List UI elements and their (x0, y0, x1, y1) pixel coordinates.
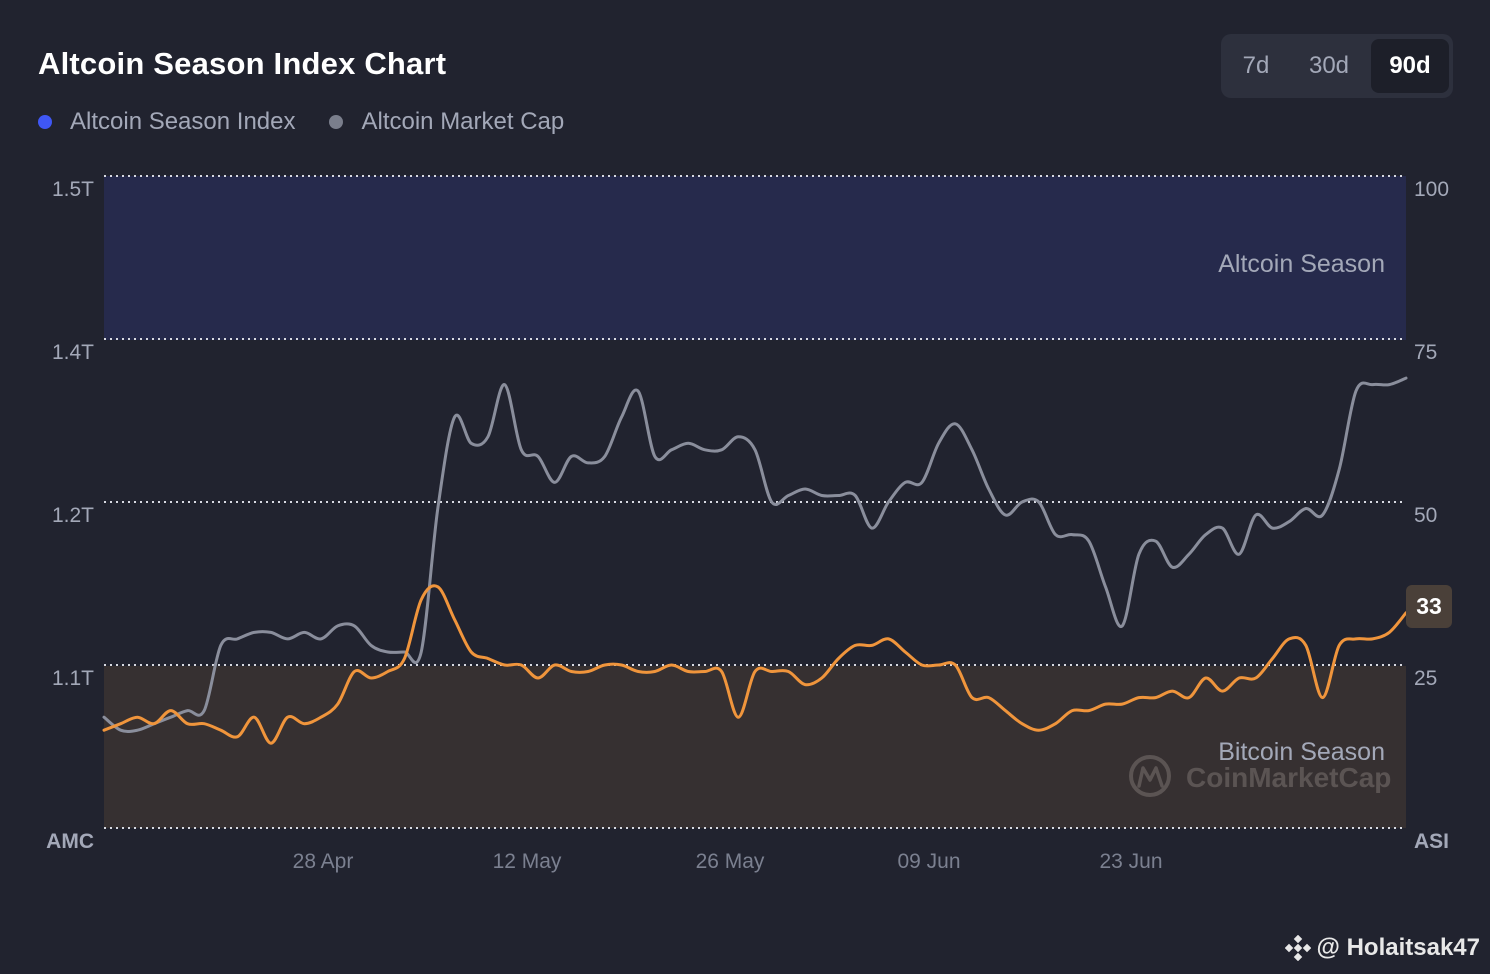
legend-label-asi: Altcoin Season Index (70, 108, 296, 135)
legend-item-amc[interactable]: Altcoin Market Cap (329, 108, 564, 136)
altcoin-market-cap-line (102, 376, 1408, 733)
legend-item-asi[interactable]: Altcoin Season Index (38, 108, 295, 136)
altcoin-season-label: Altcoin Season (1218, 250, 1385, 278)
binance-icon (1284, 935, 1311, 961)
left-tick-3: 1.2T (52, 504, 94, 527)
x-tick-1: 28 Apr (293, 850, 354, 873)
bitcoin-season-label: Bitcoin Season (1218, 738, 1385, 766)
coinmarketcap-logo: CoinMarketCap (1129, 755, 1391, 797)
x-tick-3: 26 May (696, 850, 765, 873)
time-range-selector: 7d 30d 90d (1221, 34, 1453, 98)
right-tick-25: 25 (1414, 667, 1437, 690)
legend-dot-asi (38, 115, 52, 129)
coinmarketcap-logo-text: CoinMarketCap (1186, 762, 1391, 793)
right-tick-100: 100 (1414, 178, 1449, 201)
range-button-7d[interactable]: 7d (1242, 52, 1270, 79)
right-axis-label: ASI (1414, 830, 1449, 853)
right-tick-75: 75 (1414, 341, 1437, 364)
range-button-30d[interactable]: 30d (1308, 52, 1350, 79)
chart-legend: Altcoin Season Index Altcoin Market Cap (38, 108, 564, 136)
bitcoin-season-zone (104, 666, 1406, 828)
altcoin-season-zone (104, 176, 1406, 340)
left-tick-4: 1.1T (52, 667, 94, 690)
coinmarketcap-logo-icon (1129, 755, 1171, 797)
author-handle: @ Holaitsak47 (1316, 934, 1480, 961)
x-tick-4: 09 Jun (897, 850, 960, 873)
legend-label-amc: Altcoin Market Cap (361, 108, 565, 135)
x-tick-2: 12 May (493, 850, 562, 873)
left-tick-2: 1.4T (52, 341, 94, 364)
coinmarketcap-logo-mark (1137, 766, 1164, 788)
chart-title: Altcoin Season Index Chart (38, 46, 447, 81)
altcoin-season-index-line (102, 584, 1408, 745)
range-button-90d[interactable]: 90d (1371, 39, 1449, 93)
current-value-text: 33 (1416, 593, 1442, 619)
left-axis-label: AMC (46, 830, 94, 853)
legend-dot-amc (329, 115, 344, 129)
author-watermark: @ Holaitsak47 (1284, 934, 1480, 962)
left-tick-1: 1.5T (52, 178, 94, 201)
current-value-badge (1406, 585, 1452, 628)
x-tick-5: 23 Jun (1099, 850, 1162, 873)
right-tick-50: 50 (1414, 504, 1437, 527)
